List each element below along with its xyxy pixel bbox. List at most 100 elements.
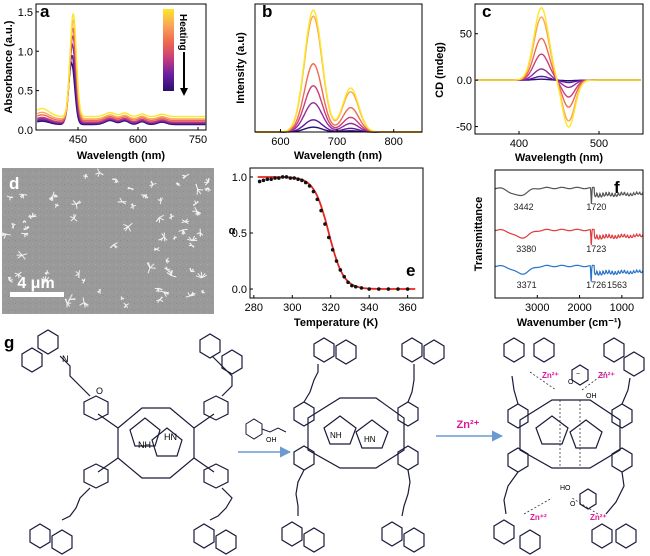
sem-particle bbox=[119, 197, 123, 202]
panel-e-point bbox=[319, 208, 323, 213]
sem-particle bbox=[161, 233, 165, 238]
sem-particles bbox=[1, 168, 211, 309]
panel-e-xlabel: Temperature (K) bbox=[294, 317, 378, 329]
linker-1a bbox=[59, 355, 91, 397]
panel-e-point bbox=[353, 284, 358, 289]
panel-f-annotation: 1720 bbox=[586, 202, 606, 212]
sem-particle bbox=[147, 261, 151, 268]
panel-e-plot bbox=[257, 175, 416, 291]
panel-e-point bbox=[359, 286, 364, 290]
panel-e-ytick-label: 1.0 bbox=[232, 172, 247, 184]
panel-b-xtick-label: 800 bbox=[385, 136, 403, 148]
sem-particle bbox=[24, 225, 28, 230]
pyridine-1a bbox=[37, 329, 59, 355]
panel-e-point bbox=[346, 280, 350, 285]
porphyrin-core-3 bbox=[519, 399, 621, 469]
sem-particle bbox=[197, 212, 200, 215]
panel-a-xtick-label: 600 bbox=[129, 134, 147, 146]
panel-e-xtick-label: 300 bbox=[283, 302, 301, 314]
sem-particle bbox=[69, 298, 76, 300]
panel-e-point bbox=[386, 287, 391, 291]
sem-particle bbox=[199, 232, 204, 236]
sem-particle bbox=[9, 279, 14, 281]
sem-particle bbox=[197, 272, 202, 279]
sem-particle bbox=[187, 292, 191, 297]
pyridine-1b bbox=[21, 347, 43, 373]
panel-c-xlabel: Wavelength (nm) bbox=[515, 152, 604, 164]
sem-particle bbox=[65, 298, 68, 304]
sem-particle bbox=[76, 201, 82, 205]
coordination-bonds bbox=[523, 371, 607, 515]
sem-particle bbox=[147, 267, 151, 274]
sem-particle bbox=[11, 225, 14, 229]
sem-particle bbox=[197, 188, 202, 195]
porphyrin-molecule-2 bbox=[281, 337, 445, 553]
panel-e-ytick-label: 0.0 bbox=[232, 284, 247, 296]
sem-particle bbox=[192, 293, 195, 296]
panel-e-point bbox=[396, 287, 400, 291]
panel-c-label: c bbox=[482, 2, 491, 21]
sem-particle bbox=[123, 223, 129, 228]
panel-f-ylabel: Transmittance bbox=[473, 197, 485, 272]
sem-particle bbox=[157, 299, 161, 304]
sem-particle bbox=[123, 302, 127, 306]
panel-e-point bbox=[327, 235, 331, 240]
panel-f-annotation: 3380 bbox=[516, 244, 536, 254]
panel-e-point bbox=[307, 184, 312, 188]
sem-particle bbox=[156, 246, 160, 250]
sem-particle bbox=[122, 297, 125, 300]
panel-e-point bbox=[405, 287, 410, 291]
panel-c-frame bbox=[474, 3, 644, 135]
sem-particle bbox=[130, 205, 134, 209]
sem-particle bbox=[163, 236, 166, 242]
pyridine-1d bbox=[221, 349, 243, 375]
molecule2-hn-label: HN bbox=[364, 435, 376, 444]
sem-particle bbox=[14, 272, 19, 275]
sem-particle bbox=[196, 232, 201, 235]
sem-particle bbox=[22, 220, 25, 223]
panel-e-point bbox=[261, 178, 266, 183]
sem-particle bbox=[1, 233, 7, 237]
zinc-ion-2: Zn²⁺ bbox=[598, 371, 615, 380]
sem-particle bbox=[79, 302, 85, 306]
sem-particle bbox=[73, 217, 78, 222]
pyrrole-ring-2b bbox=[355, 419, 389, 449]
sem-particle bbox=[69, 293, 73, 300]
sem-particle bbox=[189, 242, 193, 246]
panel-b-xtick-label: 700 bbox=[328, 136, 346, 148]
sem-particle bbox=[113, 244, 117, 249]
panel-a-series-line bbox=[36, 19, 206, 120]
sem-particle bbox=[189, 267, 192, 272]
sem-particle bbox=[149, 267, 156, 269]
panel-e-point bbox=[350, 283, 354, 288]
panel-c-series-line bbox=[476, 6, 641, 128]
sem-particle bbox=[181, 219, 186, 223]
complex-ho-label: HO bbox=[560, 485, 571, 492]
sem-particle bbox=[82, 297, 85, 303]
heating-arrow-head bbox=[180, 88, 188, 96]
sem-particle bbox=[21, 253, 28, 256]
sem-particle bbox=[171, 275, 177, 278]
panel-e-point bbox=[303, 180, 308, 185]
sem-particle bbox=[196, 189, 199, 195]
phenyl-ring-1b bbox=[203, 395, 229, 421]
panel-e-fit-line bbox=[257, 176, 416, 290]
sem-particle bbox=[97, 172, 101, 177]
sem-particle bbox=[112, 178, 117, 180]
panel-e-point bbox=[269, 177, 273, 182]
panel-a-series-line bbox=[37, 61, 206, 126]
panel-a-ylabel: Absorbance (a.u.) bbox=[3, 20, 15, 113]
sem-particle bbox=[46, 272, 48, 275]
panel-g-label: g bbox=[4, 333, 14, 352]
panel-b-label: b bbox=[262, 2, 272, 21]
sem-particle bbox=[3, 233, 7, 239]
sem-particle bbox=[66, 299, 71, 305]
sem-particle bbox=[152, 182, 157, 185]
molecule1-hn-label: HN bbox=[164, 432, 177, 442]
sem-particle bbox=[159, 299, 164, 302]
sem-particle bbox=[42, 280, 46, 285]
sem-particle bbox=[160, 197, 163, 202]
sem-particle bbox=[23, 194, 28, 196]
panel-b-frame bbox=[254, 3, 423, 133]
sem-particle bbox=[120, 296, 123, 299]
